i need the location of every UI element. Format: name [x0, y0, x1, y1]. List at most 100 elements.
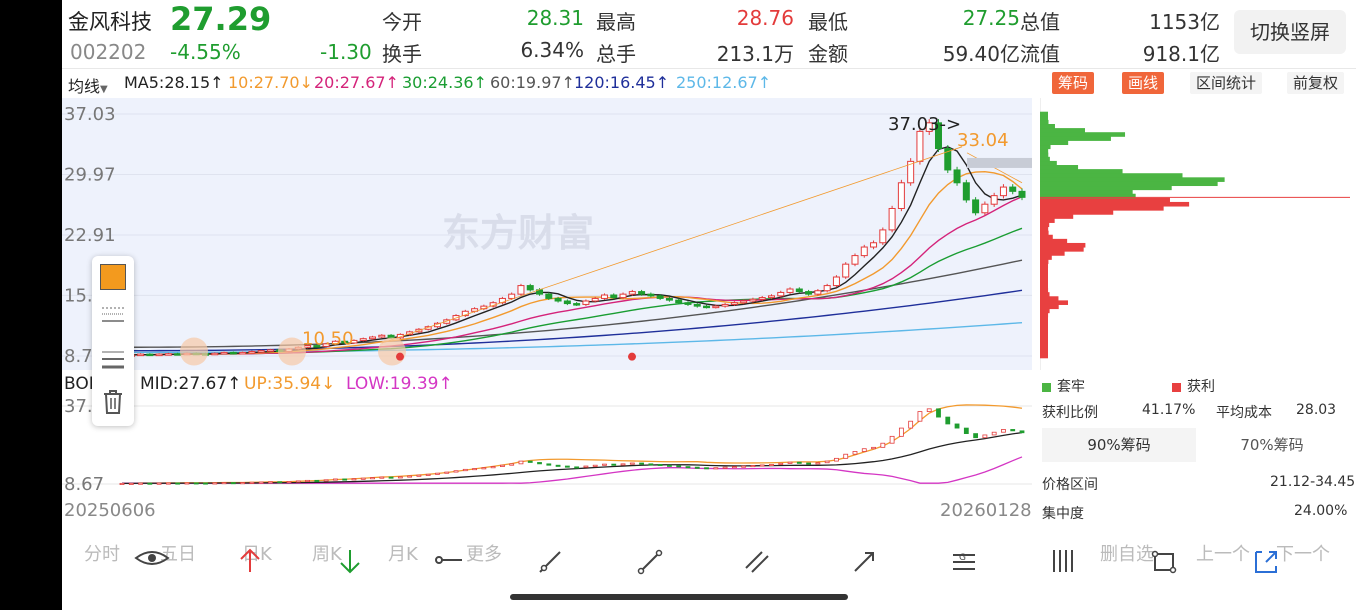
- tab-monthly-k[interactable]: 月K: [388, 544, 418, 565]
- candle-body: [870, 242, 878, 248]
- boll-candle: [936, 408, 941, 418]
- tab-chips[interactable]: 筹码: [1052, 72, 1095, 94]
- next-stock-button[interactable]: 下一个: [1276, 544, 1330, 565]
- external-link-icon[interactable]: [1252, 546, 1280, 576]
- arrow-up-icon[interactable]: [238, 546, 262, 576]
- tab-70-chips[interactable]: 70%筹码: [1196, 428, 1348, 462]
- candle-body: [703, 305, 711, 309]
- tab-more[interactable]: 更多: [466, 544, 502, 565]
- boll-candle: [871, 446, 876, 450]
- tab-weekly-k[interactable]: 周K: [312, 544, 342, 565]
- horizontal-line-icon[interactable]: [434, 548, 464, 572]
- stat-label: 最高: [596, 10, 636, 34]
- parallel-line-icon[interactable]: [742, 546, 772, 576]
- boll-candle: [759, 464, 765, 467]
- arrow-down-icon[interactable]: [338, 546, 362, 576]
- tab-five-day[interactable]: 五日: [160, 544, 196, 565]
- segment-line-icon[interactable]: [636, 546, 664, 576]
- prev-stock-button[interactable]: 上一个: [1196, 544, 1250, 565]
- chip-bar: [1040, 115, 1049, 121]
- stat-value: 59.40亿: [942, 42, 1020, 66]
- boll-candle: [917, 411, 923, 422]
- line-style-icon[interactable]: [99, 302, 127, 330]
- candle-body: [953, 169, 961, 184]
- candlestick-chart[interactable]: 37.0329.9722.9115.858.78东方财富37.03->33.04…: [62, 98, 1032, 370]
- candle-body: [350, 339, 358, 344]
- tab-90-chips[interactable]: 90%筹码: [1042, 428, 1196, 462]
- chip-bar: [1040, 349, 1048, 355]
- stat-value: 6.34%: [520, 38, 584, 62]
- chip-bar: [1040, 288, 1049, 293]
- candle-body: [498, 297, 506, 304]
- candle-body: [934, 122, 942, 150]
- boll-candle: [973, 433, 979, 439]
- boll-candle: [852, 451, 858, 455]
- stat-value: 27.25: [962, 6, 1020, 30]
- rectangle-icon[interactable]: [1150, 546, 1178, 576]
- candle-body: [573, 303, 581, 306]
- candle-body: [517, 285, 525, 295]
- boll-candle: [268, 481, 273, 484]
- candle-body: [897, 182, 905, 209]
- candle-body: [832, 276, 840, 287]
- candle-body: [842, 263, 850, 278]
- boll-candle: [388, 476, 394, 479]
- y-tick-label: 37.03: [64, 104, 116, 125]
- candle-body: [137, 353, 145, 357]
- candle-body: [925, 122, 933, 132]
- candle-body: [164, 353, 172, 356]
- chip-bar: [1040, 226, 1049, 232]
- stock-name: 金风科技: [68, 10, 152, 34]
- candle-body: [879, 229, 887, 244]
- golden-ratio-icon[interactable]: G: [950, 546, 978, 576]
- boll-candle: [722, 466, 728, 469]
- boll-candle: [1001, 429, 1006, 433]
- boll-candle: [908, 420, 914, 429]
- trend-line: [381, 146, 963, 344]
- chevron-down-icon: ▼: [100, 84, 108, 95]
- line-width-icon[interactable]: [99, 346, 127, 374]
- stat-label: 今开: [382, 10, 422, 34]
- boll-candle: [407, 475, 413, 478]
- candle-body: [378, 334, 386, 338]
- boll-tick-label: 8.67: [64, 474, 104, 494]
- legend-profit: 获利: [1172, 376, 1215, 396]
- boll-candle: [370, 477, 375, 480]
- tab-range-stats[interactable]: 区间统计: [1190, 72, 1263, 94]
- drawing-style-panel: [92, 256, 134, 426]
- boll-candle: [954, 423, 960, 429]
- boll-candle: [898, 427, 904, 437]
- concentration-value: 24.00%: [1294, 503, 1348, 519]
- ma-item: 30:24.36↑: [402, 73, 487, 92]
- candle-body: [155, 353, 163, 357]
- boll-candle: [481, 467, 487, 470]
- chip-bar: [1040, 206, 1164, 211]
- price-change-pct: -4.55%: [170, 40, 241, 64]
- boll-candle: [546, 463, 552, 466]
- switch-portrait-button[interactable]: 切换竖屏: [1234, 10, 1346, 54]
- boll-candle: [147, 482, 153, 485]
- candle-body: [805, 291, 813, 295]
- svg-text:G: G: [959, 553, 966, 563]
- eye-icon[interactable]: [132, 544, 172, 572]
- boll-candle: [824, 460, 830, 464]
- vertical-lines-icon[interactable]: [1050, 548, 1078, 574]
- boll-candle: [806, 462, 811, 465]
- tab-intraday[interactable]: 分时: [84, 544, 120, 565]
- ma-dropdown[interactable]: 均线▼: [68, 77, 108, 96]
- candle-body: [526, 285, 534, 291]
- remove-watchlist-button[interactable]: 删自选: [1100, 544, 1154, 565]
- color-swatch[interactable]: [100, 264, 126, 290]
- tab-forward-adjust[interactable]: 前复权: [1287, 72, 1345, 94]
- arrow-line-icon[interactable]: [850, 546, 878, 576]
- trash-icon[interactable]: [101, 388, 125, 416]
- boll-candle: [750, 465, 756, 468]
- boll-candle: [982, 434, 988, 439]
- tab-draw-line[interactable]: 画线: [1122, 72, 1165, 94]
- boll-candle: [731, 466, 737, 469]
- boll-up: UP:35.94↓: [244, 374, 336, 394]
- boll-candle: [620, 463, 626, 466]
- home-indicator: [510, 594, 848, 600]
- ray-line-icon[interactable]: [536, 546, 564, 576]
- candle-body: [758, 297, 766, 300]
